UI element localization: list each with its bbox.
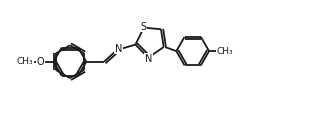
- Text: O: O: [37, 57, 44, 67]
- Text: N: N: [115, 44, 122, 54]
- Text: CH₃: CH₃: [17, 57, 33, 66]
- Text: N: N: [145, 54, 152, 64]
- Text: CH₃: CH₃: [216, 47, 233, 56]
- Text: S: S: [141, 22, 147, 32]
